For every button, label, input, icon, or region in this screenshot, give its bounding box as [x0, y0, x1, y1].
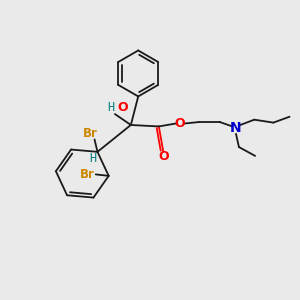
Text: O: O	[118, 101, 128, 114]
Text: O: O	[159, 150, 170, 163]
Text: Br: Br	[80, 168, 95, 181]
Text: Br: Br	[83, 127, 98, 140]
Text: N: N	[230, 121, 242, 135]
Text: H: H	[89, 152, 96, 165]
Text: H: H	[107, 101, 114, 114]
Text: O: O	[175, 117, 185, 130]
